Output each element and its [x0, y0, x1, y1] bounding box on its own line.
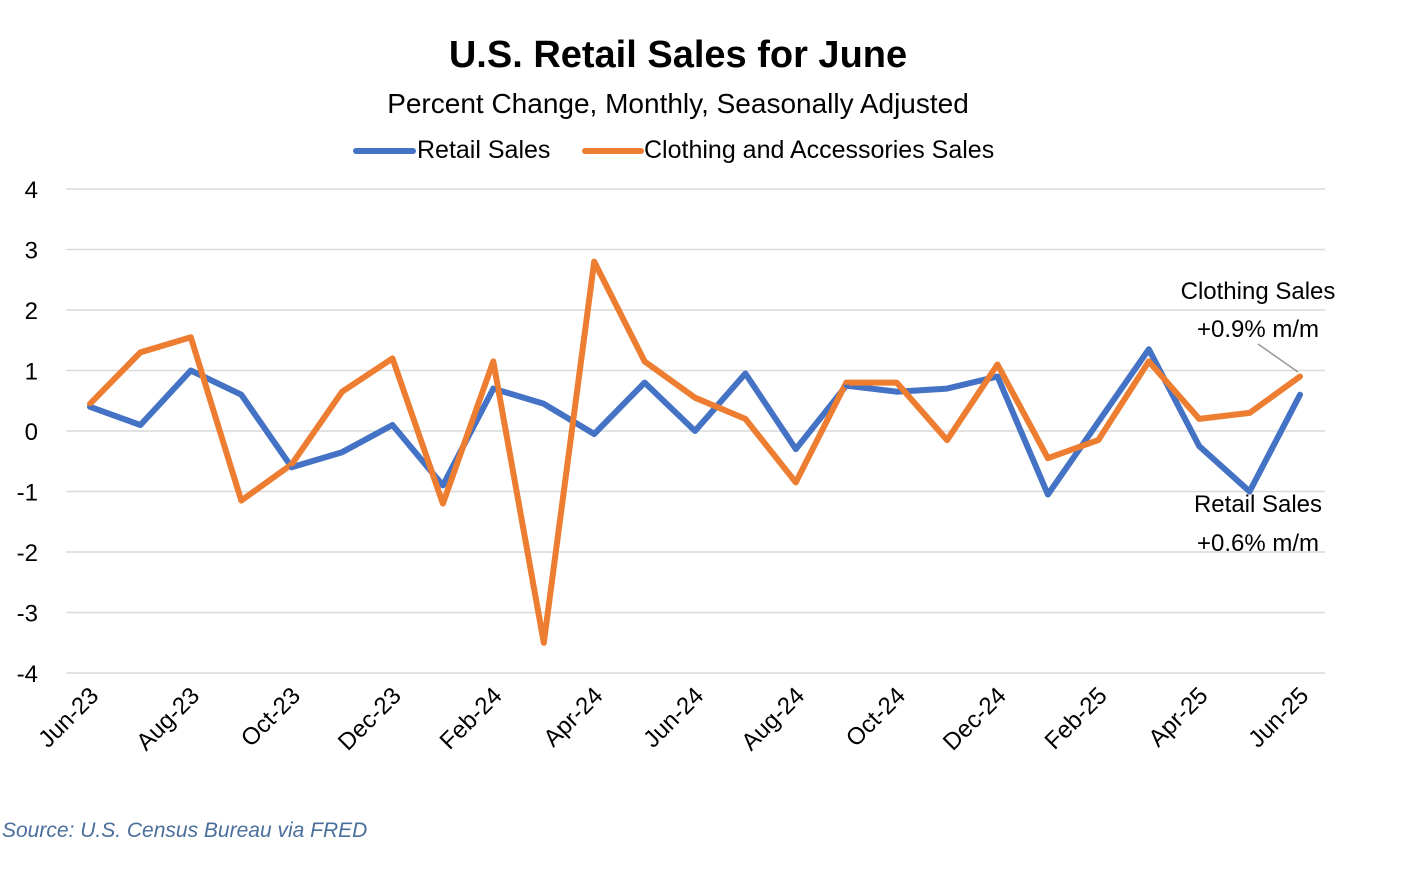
retail-sales-point — [1095, 419, 1101, 425]
y-tick-label: 3 — [25, 238, 38, 265]
clothing-sales-point — [894, 380, 900, 386]
clothing-sales-point — [289, 461, 295, 467]
retail-sales-point — [591, 431, 597, 437]
y-axis-ticks: 4 3 2 1 0 -1 -2 -3 -4 — [17, 177, 38, 688]
y-tick-label: 2 — [25, 298, 38, 325]
legend-label-clothing-sales: Clothing and Accessories Sales — [644, 136, 994, 164]
data-points — [87, 259, 1303, 646]
annotation-retail-line1: Retail Sales — [1194, 491, 1322, 518]
legend: Retail Sales Clothing and Accessories Sa… — [353, 136, 994, 164]
y-tick-label: -1 — [17, 480, 38, 507]
y-tick-label: -3 — [17, 601, 38, 628]
retail-sales-point — [894, 389, 900, 395]
clothing-sales-point — [238, 498, 244, 504]
source-note: Source: U.S. Census Bureau via FRED — [2, 819, 367, 842]
clothing-sales-point — [793, 479, 799, 485]
y-tick-label: 0 — [25, 419, 38, 446]
retail-sales-point — [793, 446, 799, 452]
clothing-sales-point — [642, 358, 648, 364]
legend-label-retail-sales: Retail Sales — [417, 136, 550, 164]
x-tick-label: Jun-25 — [1243, 682, 1314, 753]
retail-sales-point — [1196, 443, 1202, 449]
retail-sales-point — [440, 482, 446, 488]
series-lines — [87, 258, 1303, 646]
x-tick-label: Feb-25 — [1040, 682, 1113, 755]
annotation-retail-line2: +0.6% m/m — [1197, 530, 1319, 557]
x-tick-label: Apr-24 — [538, 682, 608, 752]
x-tick-label: Oct-23 — [236, 682, 306, 752]
annotation-retail-sales: Retail Sales +0.6% m/m — [1194, 491, 1322, 557]
clothing-sales-point — [1095, 437, 1101, 443]
clothing-sales-point — [490, 358, 496, 364]
x-tick-label: Apr-25 — [1143, 682, 1213, 752]
clothing-sales-point — [87, 401, 93, 407]
clothing-sales-point — [995, 361, 1000, 367]
retail-sales-point — [692, 428, 698, 434]
y-tick-label: -4 — [17, 661, 38, 688]
retail-sales-point — [339, 449, 345, 455]
clothing-sales-point — [1045, 455, 1051, 461]
retail-sales-point — [944, 386, 950, 392]
x-tick-label: Jun-23 — [33, 682, 104, 753]
clothing-sales-point — [692, 395, 698, 401]
retail-sales-point — [642, 380, 648, 386]
clothing-sales-point — [188, 334, 194, 340]
retail-sales-point — [995, 374, 1000, 380]
clothing-sales-point — [440, 501, 446, 507]
annotation-leader-line — [1257, 343, 1299, 373]
retail-sales-point — [490, 386, 496, 392]
retail-sales-point — [188, 368, 194, 373]
annotation-clothing-sales: Clothing Sales +0.9% m/m — [1181, 278, 1336, 373]
x-tick-label: Oct-24 — [841, 682, 911, 752]
retail-sales-point — [742, 371, 748, 377]
clothing-sales-point — [1196, 416, 1202, 422]
clothing-sales-point — [541, 640, 547, 646]
gridlines — [66, 188, 1325, 674]
y-tick-label: 4 — [25, 177, 38, 204]
clothing-sales-point — [843, 380, 849, 386]
clothing-sales-point — [390, 355, 395, 361]
x-tick-label: Jun-24 — [638, 682, 709, 753]
chart-subtitle: Percent Change, Monthly, Seasonally Adju… — [387, 88, 969, 119]
x-tick-label: Dec-23 — [333, 682, 407, 756]
series-line-clothing-sales — [87, 258, 1303, 646]
retail-sales-point — [1146, 346, 1152, 352]
clothing-sales-point — [591, 259, 597, 265]
x-tick-label: Aug-23 — [131, 682, 205, 756]
y-tick-label: -2 — [17, 540, 38, 567]
retail-sales-point — [541, 401, 547, 407]
clothing-sales-point — [1247, 410, 1253, 416]
clothing-sales-point — [944, 437, 950, 443]
clothing-sales-point — [339, 389, 345, 395]
retail-sales-point — [238, 392, 244, 398]
y-tick-label: 1 — [25, 359, 38, 386]
clothing-sales-point — [1297, 374, 1303, 380]
retail-sales-point — [1247, 489, 1253, 494]
clothing-sales-point — [137, 349, 143, 355]
annotation-clothing-line2: +0.9% m/m — [1197, 316, 1319, 343]
retail-sales-point — [137, 422, 143, 428]
x-tick-label: Dec-24 — [938, 682, 1012, 756]
x-tick-label: Feb-24 — [435, 682, 508, 755]
x-tick-label: Aug-24 — [736, 682, 810, 756]
x-axis-ticks: Jun-23 Aug-23 Oct-23 Dec-23 Feb-24 Apr-24 Jun-… — [33, 682, 1314, 756]
annotation-clothing-line1: Clothing Sales — [1181, 278, 1336, 305]
clothing-sales-point — [742, 416, 748, 422]
clothing-sales-point — [1146, 358, 1152, 364]
retail-sales-point — [390, 422, 395, 428]
chart-title: U.S. Retail Sales for June — [449, 34, 907, 76]
retail-sales-point — [1045, 492, 1051, 498]
retail-sales-point — [1297, 392, 1303, 398]
